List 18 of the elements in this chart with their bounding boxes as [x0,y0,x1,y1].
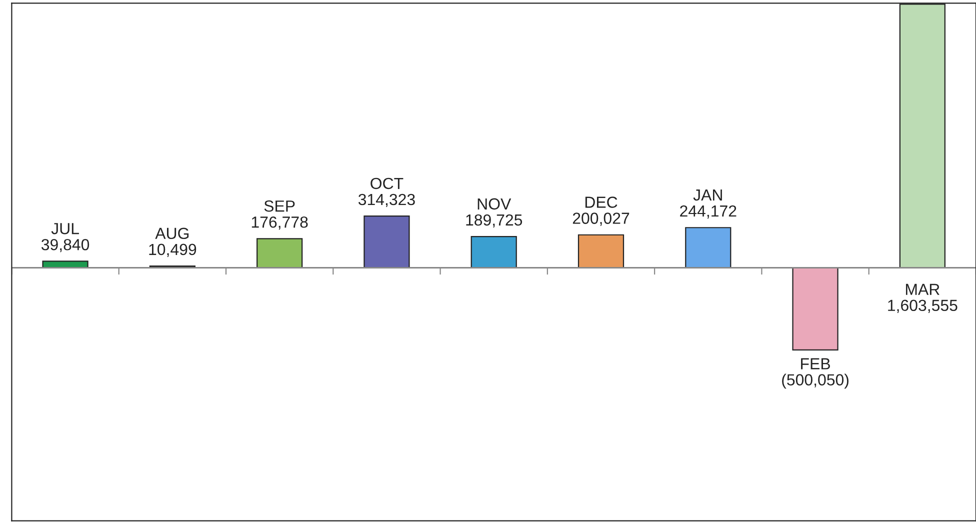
data-label: 39,840 [41,238,90,252]
x-tick-label: OCT [370,178,404,190]
data-label: 244,172 [680,205,736,219]
x-tick-label: FEB [801,358,830,370]
x-tick-label: JUL [51,223,79,234]
x-tick-label: DEC [585,196,618,208]
data-label: 1,603,555 [888,300,958,313]
data-label: 10,499 [149,244,196,257]
x-tick-label: SEP [264,200,295,212]
data-label: (500,050) [782,374,848,389]
data-label: 176,778 [252,216,308,230]
x-tick-label: JAN [693,190,722,201]
data-label: 200,027 [572,212,630,226]
x-tick-label: MAR [906,284,940,295]
data-label: 189,725 [466,214,522,228]
data-label: 314,323 [358,194,415,208]
x-tick-label: AUG [155,228,189,240]
x-tick-label: NOV [478,198,512,210]
